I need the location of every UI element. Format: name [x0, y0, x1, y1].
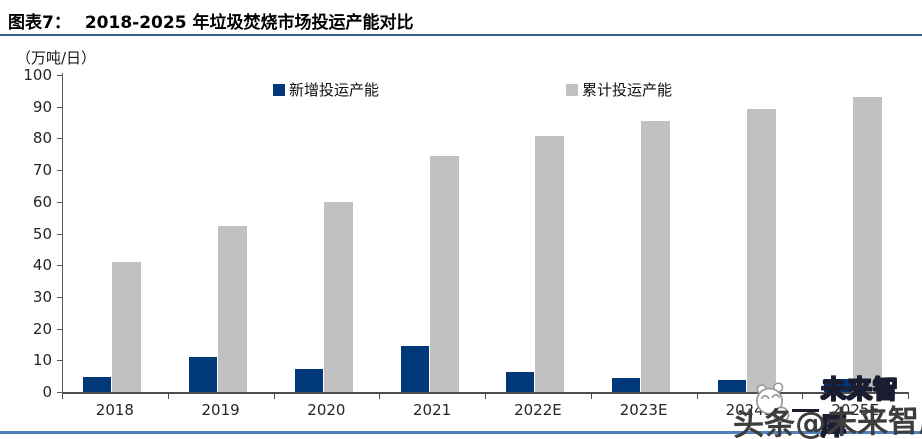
chart-legend: 新增投运产能 累计投运产能 — [0, 79, 922, 100]
y-axis-label-60: 60 — [32, 192, 52, 211]
bar-新增投运产能-2024E — [717, 380, 746, 392]
y-axis-label-0: 0 — [42, 383, 52, 401]
x-axis-tick — [379, 394, 381, 399]
y-axis-label-50: 50 — [32, 224, 52, 243]
legend-item-新增投运产能: 新增投运产能 — [273, 79, 379, 100]
y-axis-label-40: 40 — [32, 256, 52, 275]
x-axis-tick — [167, 394, 169, 399]
x-axis-tick — [908, 394, 909, 399]
y-axis-label-30: 30 — [32, 287, 52, 306]
bar-累计投运产能-2025E — [852, 97, 882, 392]
y-axis-label-20: 20 — [32, 319, 52, 338]
legend-label: 新增投运产能 — [289, 81, 380, 99]
bar-累计投运产能-2019 — [218, 226, 248, 392]
x-axis-tick — [485, 394, 486, 399]
y-axis-tick — [57, 138, 62, 140]
y-axis-label-100: 100 — [23, 66, 52, 84]
x-axis-label-2025E: 2025E — [831, 401, 879, 419]
bar-新增投运产能-2020 — [294, 369, 323, 392]
figure-label: 图表7： — [8, 13, 71, 33]
bar-新增投运产能-2019 — [189, 357, 218, 392]
x-axis-line — [62, 392, 909, 394]
x-axis-label-2018: 2018 — [95, 401, 134, 419]
x-axis-tick — [696, 394, 698, 399]
bar-累计投运产能-2022E — [535, 136, 565, 392]
x-axis-label-2022E: 2022E — [514, 401, 562, 419]
bar-累计投运产能-2020 — [323, 202, 353, 392]
y-axis-tick — [57, 360, 62, 362]
x-axis-label-2020: 2020 — [307, 401, 346, 419]
bar-新增投运产能-2018 — [83, 377, 112, 392]
y-axis-label-10: 10 — [32, 351, 52, 370]
figure-title: 2018-2025 年垃圾焚烧市场投运产能对比 — [84, 13, 414, 33]
x-axis-tick — [802, 394, 804, 399]
bar-新增投运产能-2022E — [506, 372, 535, 392]
y-axis-tick — [57, 296, 62, 298]
watermark-dash — [791, 408, 820, 412]
legend-label: 累计投运产能 — [582, 81, 673, 99]
y-axis-label-80: 80 — [32, 129, 52, 148]
watermark-big-text: 头条@未来智库 — [732, 402, 922, 439]
bar-新增投运产能-2021 — [400, 346, 429, 392]
x-axis-label-2023E: 2023E — [619, 401, 668, 419]
y-axis-tick — [57, 233, 62, 235]
watermark-small: 未来智库 — [753, 364, 922, 439]
x-axis-tick — [273, 394, 275, 399]
y-axis-tick — [57, 328, 62, 330]
y-axis-tick — [57, 201, 62, 203]
bar-累计投运产能-2023E — [641, 121, 671, 392]
x-axis-tick — [590, 394, 592, 399]
x-axis-label-2021: 2021 — [413, 401, 452, 419]
y-axis-tick — [57, 75, 62, 76]
title-underline — [0, 34, 922, 36]
figure-header: 图表7： 2018-2025 年垃圾焚烧市场投运产能对比 — [8, 8, 413, 33]
y-axis-label-70: 70 — [32, 161, 52, 180]
bar-新增投运产能-2025E — [823, 379, 852, 392]
bar-累计投运产能-2024E — [746, 109, 776, 392]
legend-item-累计投运产能: 累计投运产能 — [566, 79, 672, 100]
y-axis-tick — [57, 106, 62, 108]
y-axis-label-90: 90 — [32, 97, 52, 116]
legend-swatch-icon — [273, 83, 285, 96]
x-axis-tick — [62, 394, 63, 399]
y-axis-line — [62, 73, 63, 392]
bottom-border-line — [0, 431, 922, 434]
x-axis-label-2019: 2019 — [201, 401, 240, 419]
watermark-small-text: 未来智库 — [820, 374, 900, 439]
panda-face-logo-icon — [756, 382, 790, 423]
y-axis-tick — [57, 170, 62, 172]
y-axis-tick — [57, 392, 62, 393]
y-axis-unit-label: （万吨/日） — [16, 49, 97, 67]
chart-plot-area: 2018 2019 2020 2021 2022E 2023E 2024E 2025E 0 10 2… — [23, 66, 909, 419]
bar-累计投运产能-2018 — [112, 262, 142, 392]
legend-swatch-icon — [566, 83, 578, 96]
bar-新增投运产能-2023E — [612, 378, 641, 392]
y-axis-tick — [57, 265, 62, 267]
bar-累计投运产能-2021 — [429, 156, 459, 392]
